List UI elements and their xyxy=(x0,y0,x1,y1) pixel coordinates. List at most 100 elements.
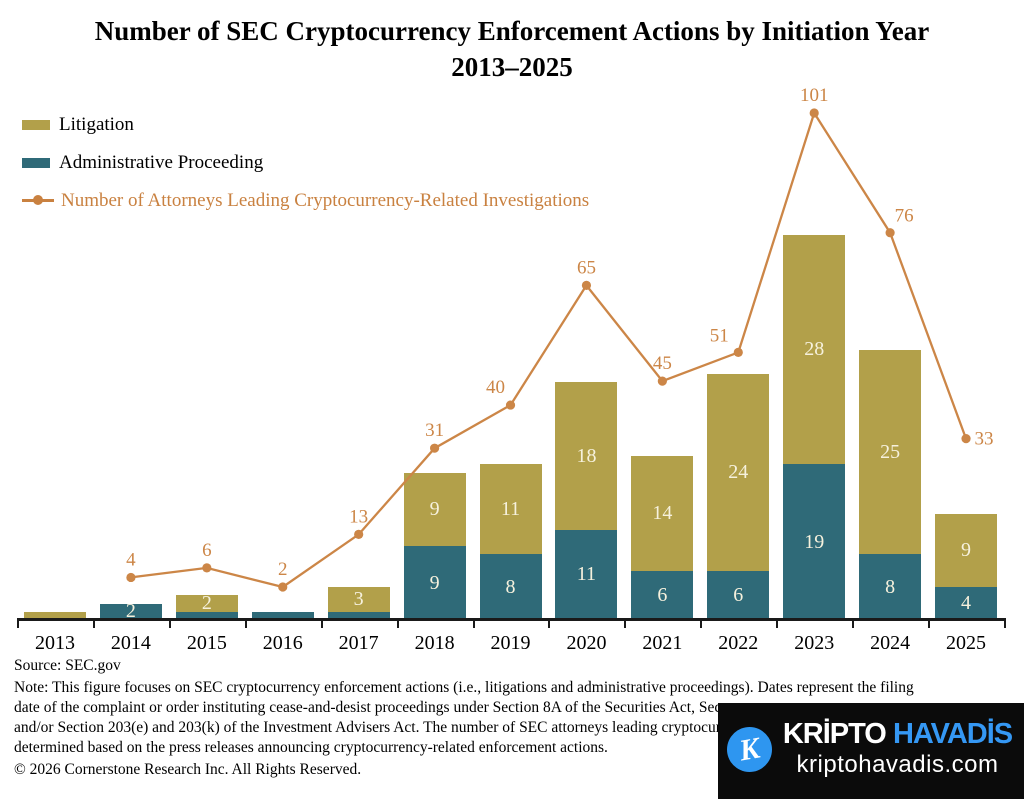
attorneys-line-point-2021 xyxy=(657,376,667,386)
x-axis-label-2022: 2022 xyxy=(718,632,759,654)
x-axis-label-2021: 2021 xyxy=(642,632,683,654)
attorneys-line-value-label: 76 xyxy=(895,206,914,227)
bar-segment-2023 xyxy=(783,235,846,465)
attorneys-line-value-label: 13 xyxy=(349,506,368,527)
litigation-color-swatch xyxy=(22,119,50,130)
x-axis-label-2015: 2015 xyxy=(186,632,227,654)
bar-segment-2016 xyxy=(251,611,314,620)
attorneys-line-point-2019 xyxy=(505,400,516,410)
x-axis-tick xyxy=(320,619,323,628)
kriptohavadis-text-block: KRİPTO HAVADİS kriptohavadis.com xyxy=(775,717,1020,779)
bar-segment-2020 xyxy=(555,382,618,530)
attorneys-line-point-2022 xyxy=(733,347,743,358)
x-axis-tick xyxy=(624,619,627,628)
attorneys-line-value-label: 51 xyxy=(710,325,729,346)
x-axis-tick xyxy=(168,619,171,628)
bar-segment-2013 xyxy=(24,611,86,620)
x-axis-label-2025: 2025 xyxy=(946,632,987,654)
administrative-proceeding-color-swatch xyxy=(22,157,50,168)
attorneys-line-value-label: 40 xyxy=(486,377,505,398)
legend-item-attorneys-line: Number of Attorneys Leading Cryptocurren… xyxy=(22,188,589,213)
x-axis-tick xyxy=(852,619,855,628)
x-axis-label-2013: 2013 xyxy=(35,632,75,654)
attorneys-line-point-2016 xyxy=(278,582,288,592)
kriptohavadis-coin-icon: K xyxy=(723,723,776,776)
legend-label-litigation: Litigation xyxy=(59,113,134,135)
attorneys-line-value-label: 4 xyxy=(126,549,136,570)
bar-segment-2023 xyxy=(783,464,846,620)
x-axis-label-2020: 2020 xyxy=(566,632,607,654)
legend: Litigation Administrative Proceeding Num… xyxy=(22,112,589,226)
x-axis-label-2017: 2017 xyxy=(338,632,379,654)
bar-segment-2015 xyxy=(175,611,238,620)
kriptohavadis-brand: KRİPTO HAVADİS xyxy=(775,717,1020,751)
attorneys-line-point-2025 xyxy=(961,433,971,444)
bar-segment-2025 xyxy=(935,513,998,588)
x-axis-label-2014: 2014 xyxy=(110,632,151,654)
attorneys-line-value-label: 65 xyxy=(577,257,596,278)
bar-segment-2025 xyxy=(935,587,998,620)
attorneys-line-point-2024 xyxy=(885,228,895,238)
chart-title-line1: Number of SEC Cryptocurrency Enforcement… xyxy=(94,16,930,46)
legend-label-attorneys: Number of Attorneys Leading Cryptocurren… xyxy=(61,189,590,211)
x-axis-tick xyxy=(17,619,19,628)
bar-segment-2024 xyxy=(859,554,922,620)
x-axis xyxy=(17,618,1006,621)
bar-segment-2019 xyxy=(479,554,542,620)
attorneys-line-value-label: 2 xyxy=(278,559,288,580)
bar-segment-2018 xyxy=(403,472,466,547)
bar-segment-2020 xyxy=(555,529,618,620)
x-axis-label-2023: 2023 xyxy=(794,632,835,654)
attorneys-line-marker-icon xyxy=(22,195,54,206)
x-axis-tick xyxy=(548,619,551,628)
x-axis-tick xyxy=(776,619,779,628)
x-axis-label-2019: 2019 xyxy=(490,632,531,654)
legend-label-administrative-proceeding: Administrative Proceeding xyxy=(59,151,264,173)
note-text: Note: This figure focuses on SEC cryptoc… xyxy=(14,678,1024,758)
attorneys-line-value-label: 33 xyxy=(975,429,994,450)
attorneys-line-value-label: 31 xyxy=(425,420,444,441)
x-axis-tick xyxy=(1003,619,1006,628)
attorneys-line-dot-icon xyxy=(33,195,43,206)
attorneys-line-point-2015 xyxy=(202,563,212,573)
source-text: Source: SEC.gov xyxy=(14,657,121,674)
bar-segment-2021 xyxy=(631,570,694,620)
bar-segment-2019 xyxy=(479,464,542,555)
chart-title-line2: 2013–2025 xyxy=(451,52,573,82)
x-axis-label-2024: 2024 xyxy=(870,632,911,654)
attorneys-line-point-2014 xyxy=(126,572,136,583)
attorneys-line-value-label: 6 xyxy=(202,540,212,561)
legend-item-litigation: Litigation xyxy=(22,112,589,137)
x-axis-tick xyxy=(928,619,931,628)
kriptohavadis-watermark: K KRİPTO HAVADİS kriptohavadis.com xyxy=(718,703,1024,799)
bar-segment-2022 xyxy=(707,374,770,571)
bar-segment-2021 xyxy=(631,456,694,571)
copyright-text: © 2026 Cornerstone Research Inc. All Rig… xyxy=(14,761,362,778)
note-line-1: Note: This figure focuses on SEC cryptoc… xyxy=(14,679,914,696)
attorneys-line-value-label: 101 xyxy=(800,85,829,106)
bar-segment-2015 xyxy=(175,595,238,612)
note-line-4: determined based on the press releases a… xyxy=(14,739,608,756)
x-axis-label-2018: 2018 xyxy=(414,632,455,654)
legend-item-administrative-proceeding: Administrative Proceeding xyxy=(22,150,589,175)
x-axis-label-2016: 2016 xyxy=(262,632,303,654)
bar-segment-2017 xyxy=(327,611,390,620)
chart-title: Number of SEC Cryptocurrency Enforcement… xyxy=(0,13,1024,85)
x-axis-tick xyxy=(92,619,95,628)
bar-segment-2018 xyxy=(403,546,466,620)
attorneys-line-point-2018 xyxy=(430,443,440,453)
bar-segment-2014 xyxy=(99,603,162,620)
bar-segment-2017 xyxy=(327,587,390,612)
x-axis-tick xyxy=(396,619,399,628)
note-line-3: and/or Section 203(e) and 203(k) of the … xyxy=(14,719,721,736)
x-axis-tick xyxy=(244,619,247,628)
attorneys-line-value-label: 45 xyxy=(653,353,672,374)
x-axis-tick xyxy=(700,619,703,628)
brand-word-kripto: KRİPTO xyxy=(782,718,887,750)
note-line-2: date of the complaint or order instituti… xyxy=(14,699,722,716)
bar-segment-2024 xyxy=(859,349,922,555)
bar-segment-2022 xyxy=(707,570,770,620)
attorneys-line-point-2023 xyxy=(809,108,819,118)
attorneys-line-point-2020 xyxy=(581,280,592,290)
